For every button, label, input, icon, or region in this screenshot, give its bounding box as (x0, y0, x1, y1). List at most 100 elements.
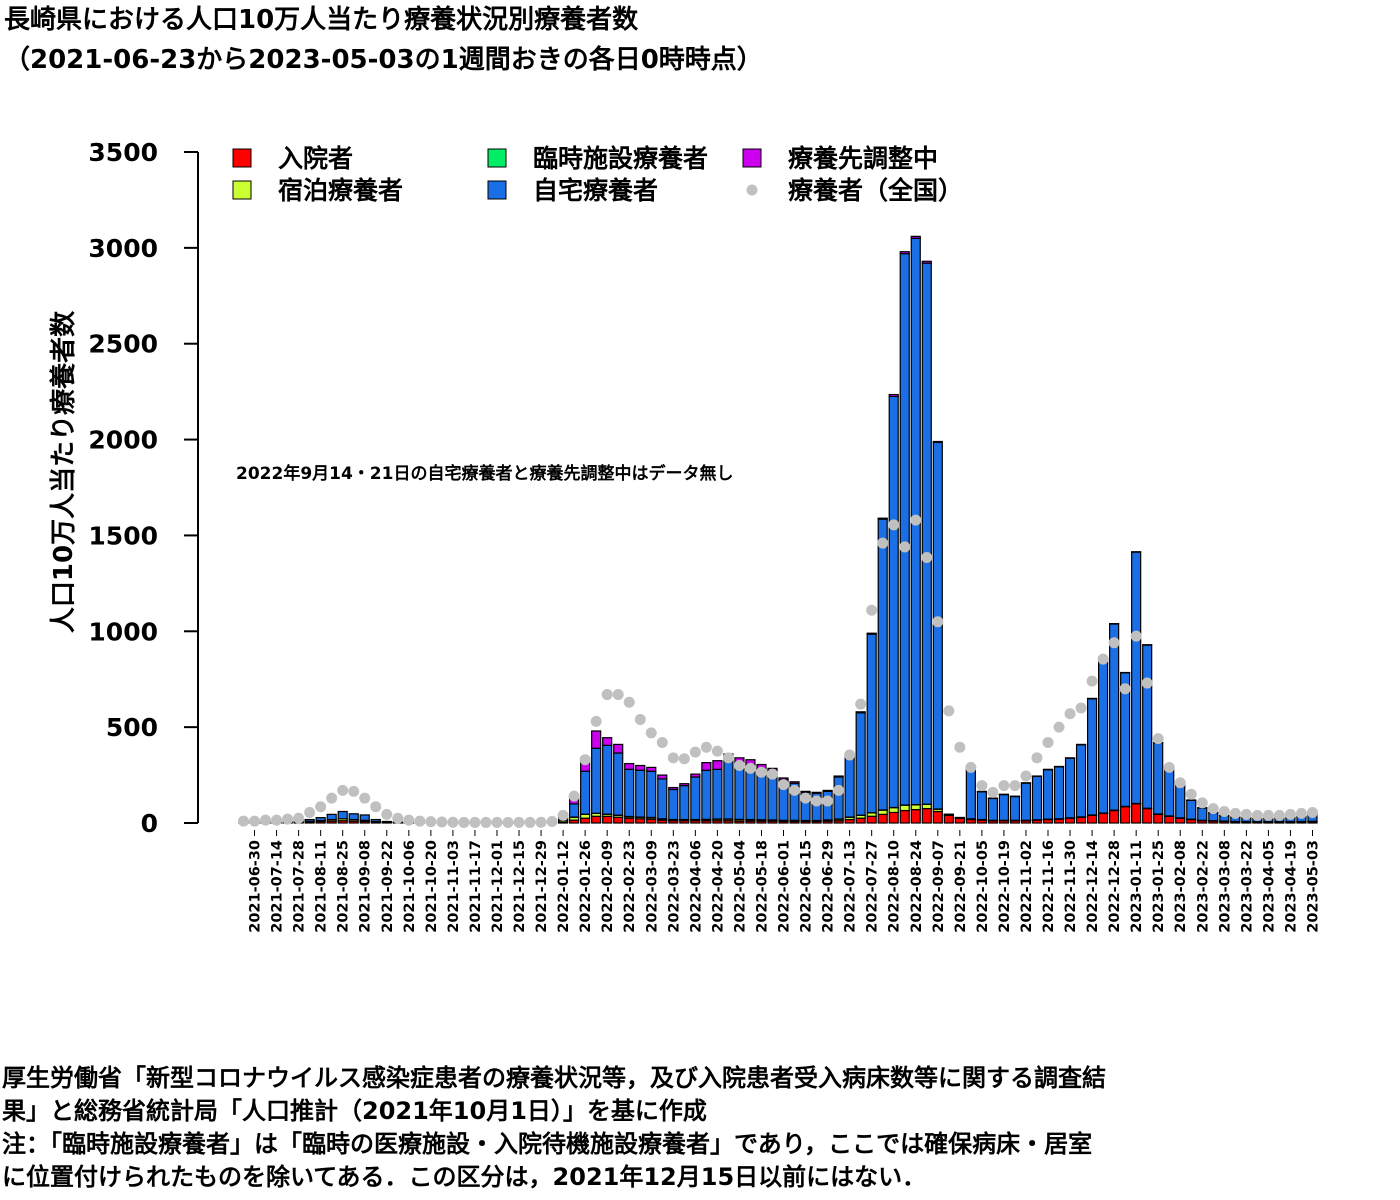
bar-segment (1075, 816, 1087, 824)
bar-segment (899, 804, 910, 812)
bar-segment (580, 770, 591, 815)
bar-segment (888, 807, 899, 814)
national-point (480, 816, 492, 828)
bar-segment (888, 395, 899, 809)
x-tick-label: 2021-09-22 (380, 840, 396, 933)
national-point (1229, 807, 1241, 819)
national-point (1042, 736, 1054, 748)
national-point (469, 816, 481, 828)
national-point (1086, 675, 1098, 687)
x-tick-label: 2023-01-25 (1151, 840, 1167, 933)
bar-segment (370, 818, 381, 823)
bar-segment (591, 747, 602, 814)
x-tick-label: 2022-11-02 (1019, 840, 1035, 933)
national-point (910, 514, 922, 526)
bar-segment (822, 789, 833, 792)
bar-segment (591, 730, 602, 749)
bar-segment (690, 776, 701, 821)
national-point (348, 785, 360, 797)
bar-segment (624, 762, 635, 770)
bar-segment (998, 794, 1010, 821)
x-tick-label: 2022-09-21 (953, 840, 969, 933)
national-point (1108, 637, 1120, 649)
legend-swatch (232, 180, 252, 200)
national-point (590, 715, 602, 727)
x-tick-label: 2022-03-23 (666, 840, 682, 933)
bar-segment (734, 762, 745, 820)
national-point (271, 814, 283, 826)
bar-segment (635, 818, 646, 824)
legend-label: 療養者（全国） (788, 176, 963, 205)
national-point (932, 616, 944, 628)
bar-segment (337, 810, 348, 820)
bar-segment (910, 808, 921, 824)
bar-segment (723, 755, 734, 820)
bar-segment (877, 517, 888, 520)
national-point (711, 745, 723, 757)
bar-segment (1064, 817, 1076, 824)
bar-segment (1164, 815, 1175, 824)
legend-swatch (232, 148, 252, 168)
bar-segment (624, 817, 635, 824)
bar-segment (1009, 795, 1021, 821)
x-tick-label: 2021-08-25 (336, 840, 352, 933)
bar-segment (1042, 769, 1054, 820)
x-tick-label: 2022-07-13 (843, 840, 859, 933)
bar-segment (1053, 766, 1065, 820)
national-point (965, 761, 977, 773)
bar-segment (833, 775, 844, 778)
national-point (766, 768, 778, 780)
national-point (513, 816, 525, 828)
national-point (987, 786, 999, 798)
x-tick-label: 2023-04-05 (1261, 840, 1277, 933)
bar-segment (635, 764, 646, 771)
bar-segment (613, 816, 624, 824)
bar-segment (921, 260, 932, 264)
bar-segment (932, 440, 943, 444)
x-tick-label: 2022-06-01 (777, 840, 793, 933)
x-tick-label: 2023-02-22 (1195, 840, 1211, 933)
x-tick-label: 2022-08-10 (887, 840, 903, 933)
national-point (535, 816, 547, 828)
bar-segment (679, 785, 690, 821)
bar-segment (679, 783, 690, 787)
national-point (1075, 702, 1087, 714)
bar-segment (855, 711, 866, 714)
national-point (1064, 708, 1076, 720)
bar-segment (866, 633, 877, 814)
national-point (1218, 805, 1230, 817)
y-tick-label: 1500 (88, 521, 158, 550)
x-tick-label: 2021-11-17 (468, 840, 484, 933)
bar-segment (987, 797, 998, 821)
bar-segment (910, 235, 921, 239)
bar-segment (1164, 767, 1175, 817)
national-point (778, 779, 790, 791)
x-tick-label: 2022-05-18 (754, 840, 770, 933)
bar-segment (602, 744, 613, 815)
national-point (1207, 803, 1219, 815)
bar-segment (657, 778, 668, 820)
national-point (612, 689, 624, 701)
bar-segment (668, 786, 679, 791)
x-tick-label: 2021-06-30 (248, 840, 264, 933)
bar-segment (888, 811, 899, 824)
bar-segment (646, 770, 657, 819)
national-point (634, 713, 646, 725)
legend-swatch (487, 148, 507, 168)
national-point (458, 816, 470, 828)
x-tick-label: 2022-04-20 (710, 840, 726, 933)
national-point (1152, 733, 1164, 745)
legend-swatch (742, 148, 762, 168)
bar-segment (899, 251, 910, 255)
national-point (623, 696, 635, 708)
bar-segment (899, 809, 910, 824)
national-point (447, 816, 459, 828)
national-point (733, 759, 745, 771)
national-point (579, 754, 591, 766)
x-tick-label: 2022-06-15 (799, 840, 815, 933)
national-point (1295, 807, 1307, 819)
x-tick-label: 2022-01-26 (578, 840, 594, 933)
x-tick-label: 2022-10-19 (997, 840, 1013, 933)
national-point (1273, 809, 1285, 821)
x-tick-label: 2022-05-04 (732, 840, 748, 933)
